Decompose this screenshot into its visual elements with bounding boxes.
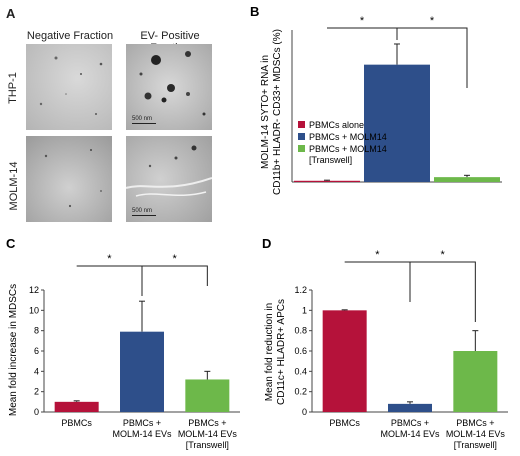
x-tick-label: PBMCs [61, 418, 92, 428]
panel-a-letter: A [6, 6, 16, 21]
x-tick-label: MOLM-14 EVs [178, 429, 238, 439]
panel-d-ylabel-line1: Mean fold reduction in [264, 303, 275, 401]
x-tick-label: MOLM-14 EVs [112, 429, 172, 439]
x-tick-label: [Transwell] [454, 440, 497, 450]
scale-bar-thp1: 500 nm [132, 116, 156, 124]
panel-c-chart: C Mean fold increase in MDSCs 0 2 4 6 8 10 12 P… [6, 236, 240, 450]
panel-b-ylabel-line1: MOLM-14 SYTO+ RNA in [260, 55, 271, 169]
bar-1 [54, 401, 99, 412]
significance-star-1: * [375, 249, 380, 261]
scale-label-molm14: 500 nm [132, 208, 153, 214]
x-tick-label: [Transwell] [186, 440, 229, 450]
bar-2 [364, 64, 430, 182]
negative-fraction-heading: Negative Fraction [26, 30, 114, 42]
y-tick-label: 4 [34, 366, 39, 376]
x-tick-label: PBMCs + [188, 418, 226, 428]
y-tick-label: 0 [34, 407, 39, 417]
y-tick-label: 0 [302, 407, 307, 417]
y-tick-label: 1.2 [294, 285, 307, 295]
significance-bracket-2 [409, 261, 476, 322]
significance-star-2: * [430, 15, 435, 27]
y-tick-label: 12 [29, 285, 39, 295]
panel-d-ylabel-line2: CD11c+ HLADR+ APCs [276, 299, 287, 405]
panel-b-letter: B [250, 4, 259, 19]
x-tick-label: PBMCs [329, 418, 360, 428]
bar-2 [120, 331, 164, 412]
y-tick-label: 10 [29, 305, 39, 315]
y-tick-label: 0.6 [294, 346, 307, 356]
y-tick-label: 0.4 [294, 366, 307, 376]
significance-bracket-1 [76, 265, 143, 296]
legend-label-4: [Transwell] [309, 155, 352, 165]
y-tick-label: 0.2 [294, 387, 307, 397]
panel-d-chart: D Mean fold reduction in CD11c+ HLADR+ A… [262, 236, 508, 450]
y-tick-label: 6 [34, 346, 39, 356]
micrograph-thp1-ev-positive-texture [139, 51, 206, 116]
micrograph-molm14-negative-texture [44, 149, 102, 208]
legend-swatch-2 [298, 133, 305, 140]
micrograph-thp1-negative [26, 44, 112, 130]
y-tick-label: 0.8 [294, 326, 307, 336]
panel-d-letter: D [262, 236, 271, 251]
bar-3 [434, 177, 500, 182]
panel-c-ylabel: Mean fold increase in MDSCs [8, 284, 19, 416]
bar-1 [322, 310, 367, 412]
significance-bracket-1 [344, 261, 411, 302]
legend-label-1: PBMCs alone [309, 120, 364, 130]
legend-label-2: PBMCs + MOLM14 [309, 132, 387, 142]
panel-b-ylabel-line2: CD11b+ HLADR- CD33+ MDSCs (%) [272, 29, 283, 195]
significance-bracket-2 [141, 265, 208, 296]
molm14-row-label: MOLM-14 [8, 161, 20, 211]
significance-star-1: * [107, 253, 112, 265]
significance-star-1: * [360, 15, 365, 27]
x-tick-label: MOLM-14 EVs [380, 429, 440, 439]
scale-label-thp1: 500 nm [132, 116, 153, 122]
significance-star-2: * [173, 253, 178, 265]
micrograph-molm14-negative [26, 136, 112, 222]
bar-3 [453, 351, 498, 412]
micrograph-thp1-ev-positive: 500 nm [126, 44, 212, 130]
x-tick-label: PBMCs + [123, 418, 161, 428]
thp1-row-label: THP-1 [7, 72, 19, 104]
x-tick-label: PBMCs + [391, 418, 429, 428]
panel-b-chart: B MOLM-14 SYTO+ RNA in CD11b+ HLADR- CD3… [250, 4, 502, 195]
x-tick-label: MOLM-14 EVs [446, 429, 506, 439]
scale-bar-molm14: 500 nm [132, 208, 156, 216]
y-tick-label: 8 [34, 326, 39, 336]
micrograph-molm14-ev-positive-texture [126, 145, 212, 197]
x-tick-label: PBMCs + [456, 418, 494, 428]
micrograph-molm14-ev-positive: 500 nm [126, 136, 212, 222]
bar-3 [185, 379, 230, 412]
significance-bracket-2 [396, 27, 468, 88]
panel-b-plot: * * PBMCs alone PBMCs + MOLM14 PBMCs + MOLM1… [291, 15, 502, 183]
legend-label-3: PBMCs + MOLM14 [309, 144, 387, 154]
micrograph-thp1-negative-texture [39, 56, 103, 115]
legend-swatch-3 [298, 145, 305, 152]
significance-star-2: * [441, 249, 446, 261]
bar-2 [388, 403, 432, 412]
legend-swatch-1 [298, 121, 305, 128]
panel-c-letter: C [6, 236, 16, 251]
y-tick-label: 1 [302, 305, 307, 315]
bar-1 [294, 180, 360, 182]
y-tick-label: 2 [34, 387, 39, 397]
significance-bracket-1 [327, 27, 398, 40]
